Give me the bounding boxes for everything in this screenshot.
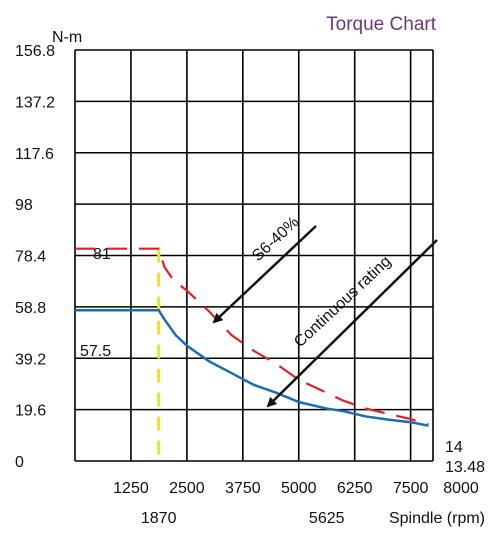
y-tick-label: 117.6 xyxy=(15,146,54,163)
s6-pointer-arrow xyxy=(212,225,317,324)
x-extra-tick-label: 5625 xyxy=(309,510,345,527)
continuous-end-label: 13.48 xyxy=(445,459,485,476)
continuous-pointer-arrow xyxy=(266,239,438,408)
x-axis-label: Spindle (rpm) xyxy=(389,510,485,527)
y-tick-labels: 0 19.6 39.2 58.8 78.4 98 117.6 137.2 156.8 xyxy=(15,43,55,471)
y-tick-label: 58.8 xyxy=(15,300,46,317)
s6-start-label: 81 xyxy=(93,246,111,263)
x-tick-labels: 1250 2500 3750 5000 6250 7500 8000 1870 5625 xyxy=(113,480,479,527)
chart-title: Torque Chart xyxy=(326,14,437,35)
x-extra-tick-label: 1870 xyxy=(141,510,177,527)
y-tick-label: 98 xyxy=(15,197,33,214)
y-tick-label: 137.2 xyxy=(15,94,55,111)
y-tick-label: 19.6 xyxy=(15,403,46,420)
x-tick-label: 6250 xyxy=(337,480,373,497)
x-tick-label: 3750 xyxy=(225,480,261,497)
y-tick-label: 0 xyxy=(15,454,24,471)
y-tick-label: 78.4 xyxy=(15,249,46,266)
series-line-s6-40 xyxy=(75,247,429,426)
y-axis-unit: N-m xyxy=(52,29,82,46)
x-tick-label: 5000 xyxy=(281,480,317,497)
continuous-start-label: 57.5 xyxy=(80,343,111,360)
series-line-continuous-rating xyxy=(75,309,429,427)
x-tick-label: 2500 xyxy=(169,480,205,497)
y-tick-label: 156.8 xyxy=(15,43,55,60)
grid-lines xyxy=(74,49,434,462)
s6-series-label: S6-40% xyxy=(249,214,302,265)
x-tick-label: 1250 xyxy=(113,480,149,497)
x-tick-label: 8000 xyxy=(443,480,479,497)
s6-end-label: 14 xyxy=(445,439,463,456)
continuous-series-label: Continuous rating xyxy=(291,253,394,351)
x-tick-label: 7500 xyxy=(393,480,429,497)
y-tick-label: 39.2 xyxy=(15,351,46,368)
